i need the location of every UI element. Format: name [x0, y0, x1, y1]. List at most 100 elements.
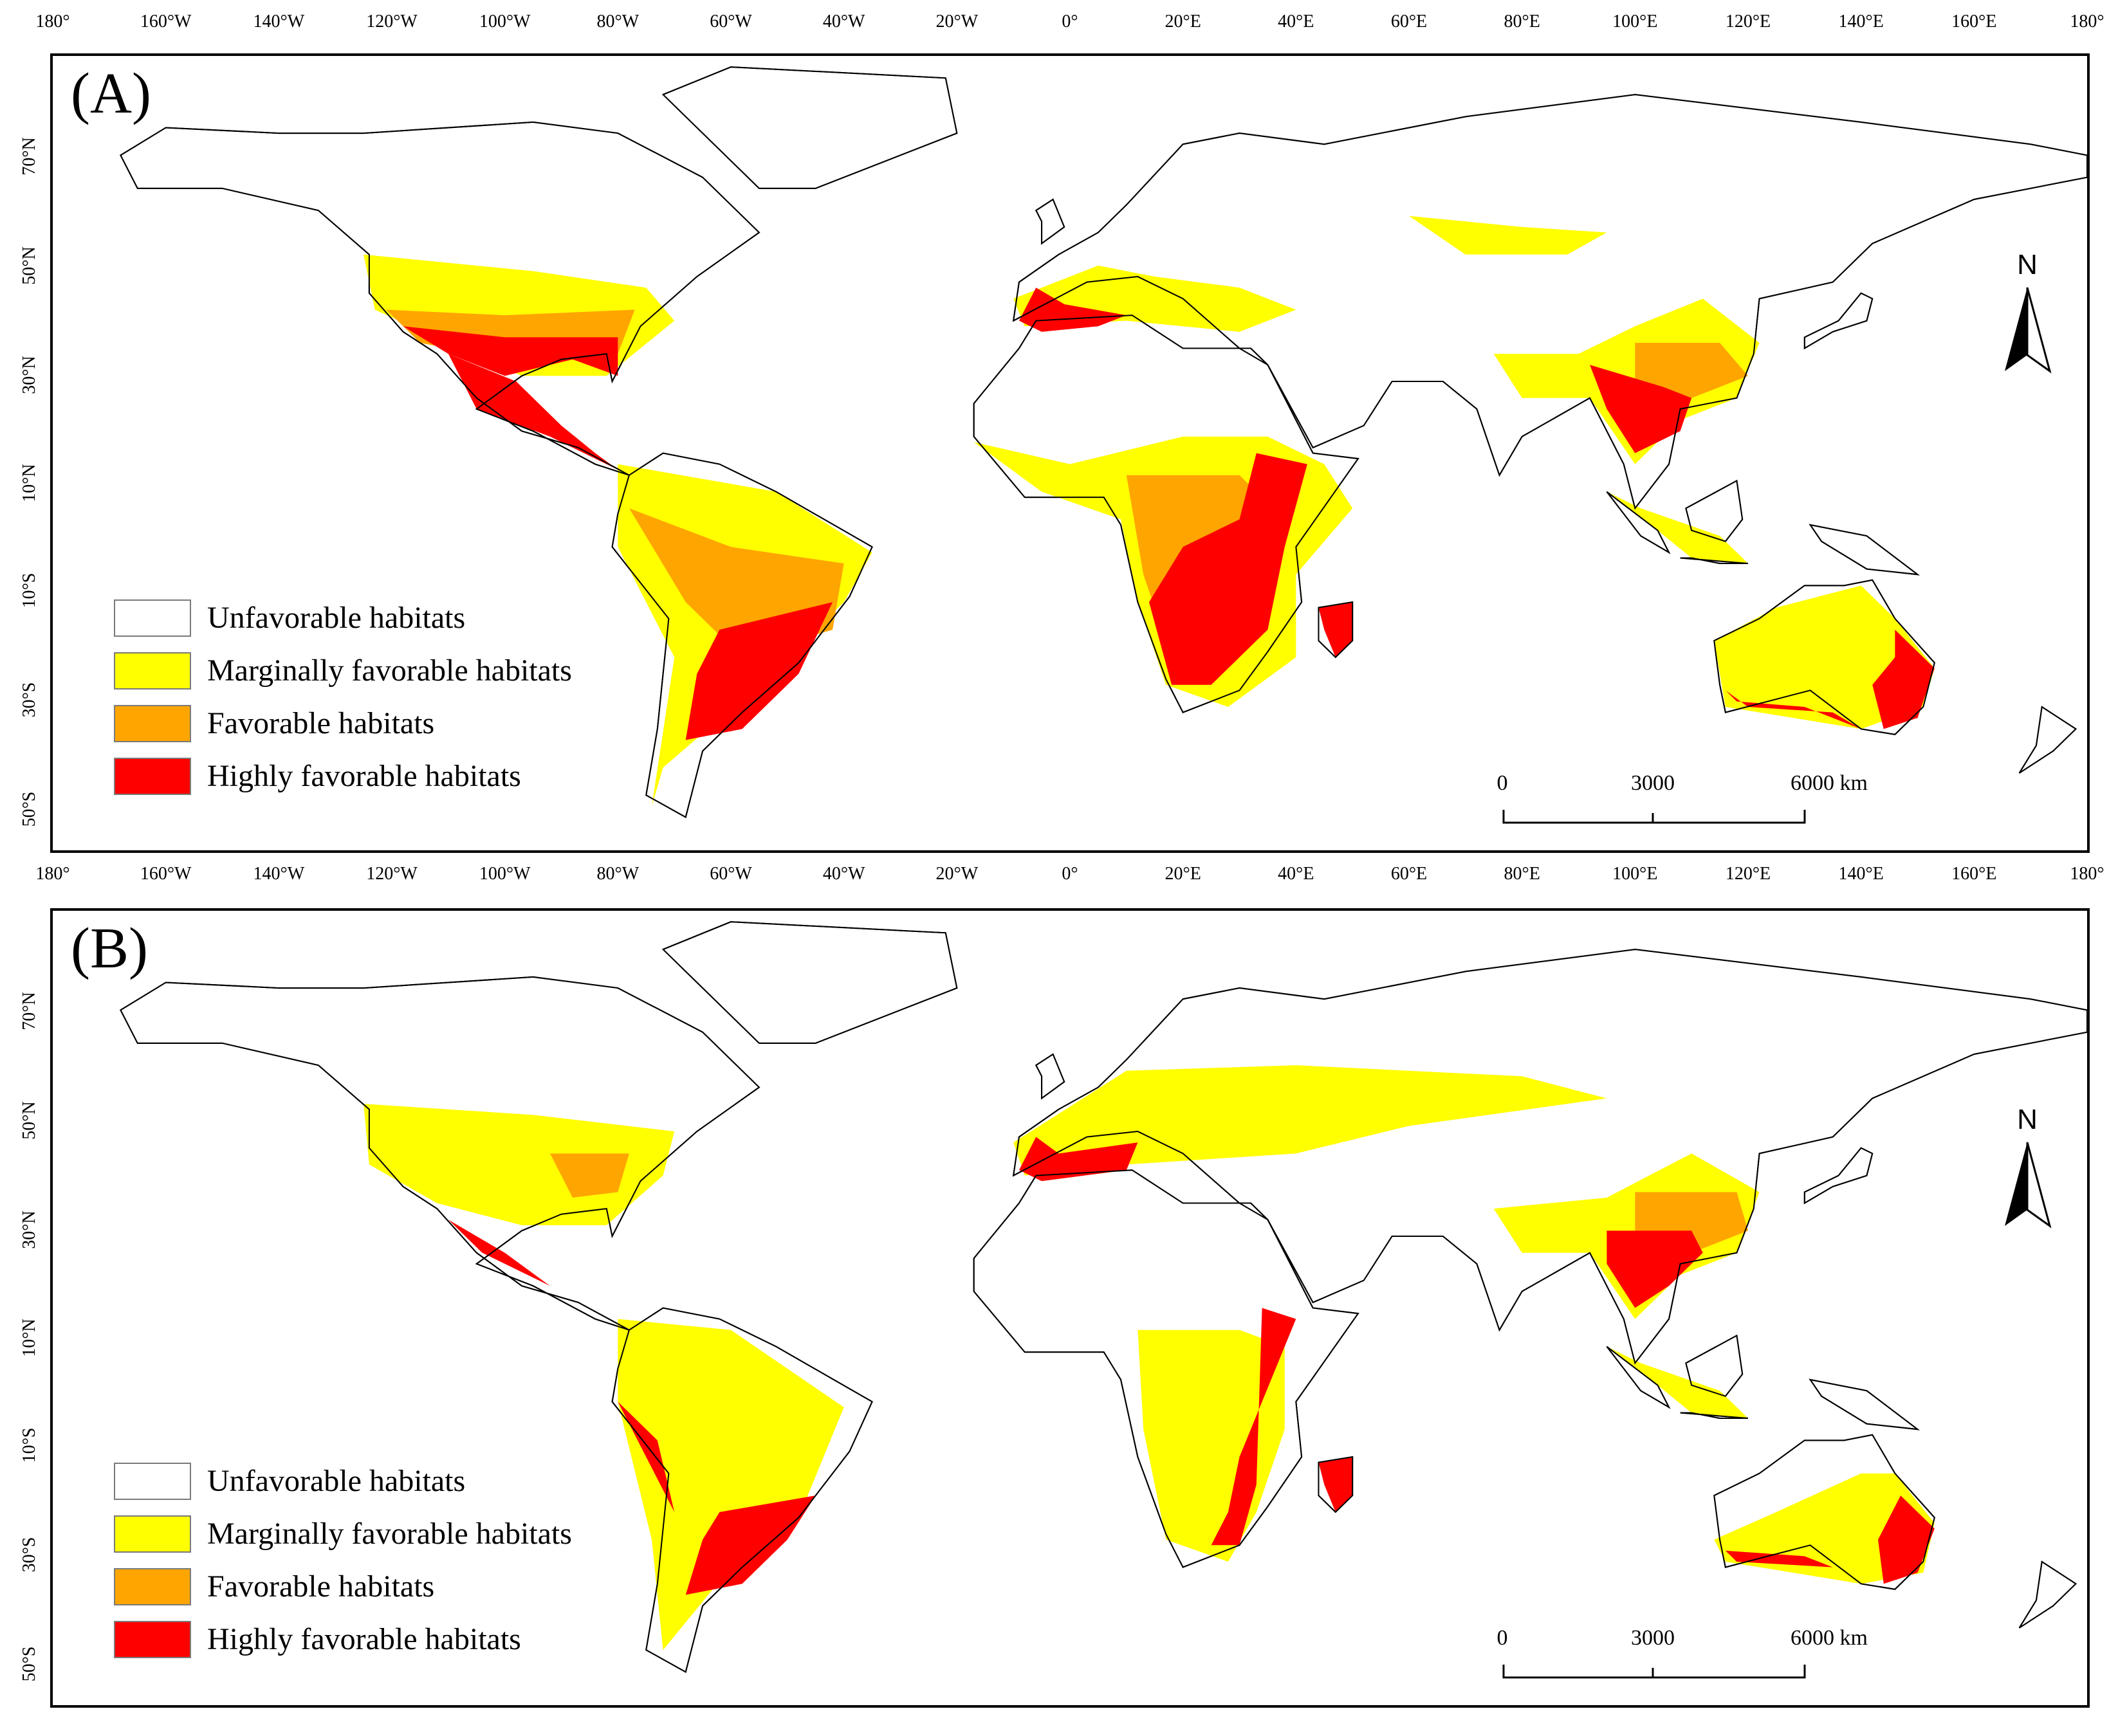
lat-tick-label: 70°N	[19, 992, 39, 1030]
habitat-high-area	[448, 354, 618, 470]
lat-tick-label: 10°N	[19, 464, 39, 502]
legend-label: Highly favorable habitats	[207, 1622, 521, 1656]
north-arrow-label: N	[2017, 249, 2038, 280]
lon-tick-label: 0°	[1062, 864, 1078, 884]
lon-tick-label: 160°E	[1951, 864, 1997, 884]
lon-tick-label: 20°E	[1165, 12, 1201, 32]
lon-tick-label: 80°E	[1504, 12, 1540, 32]
lon-tick-label: 80°W	[596, 864, 640, 884]
lon-tick-label: 120°E	[1725, 864, 1771, 884]
habitat-marginal-area	[1607, 491, 1748, 564]
legend-swatch-favorable	[114, 705, 191, 742]
lon-tick-label: 60°E	[1390, 12, 1428, 32]
lat-tick-label: 70°N	[19, 137, 39, 176]
lon-tick-label: 20°W	[935, 864, 979, 884]
coastline	[1318, 1456, 1354, 1513]
north-arrow-icon	[2005, 287, 2052, 374]
legend-label: Marginally favorable habitats	[207, 1517, 572, 1551]
legend-label: Unfavorable habitats	[207, 1464, 466, 1498]
north-arrow: N	[1998, 1104, 2056, 1232]
lon-tick-label: 40°E	[1278, 864, 1314, 884]
legend-swatch-marginal	[114, 1515, 191, 1553]
lon-tick-label: 180°	[2070, 12, 2104, 32]
habitat-marginal-area	[1013, 1065, 1607, 1176]
scale-label-3000: 3000	[1631, 771, 1675, 795]
coastline	[1606, 491, 1671, 554]
coastline	[973, 1169, 1359, 1568]
habitat-high-area	[1318, 1457, 1353, 1512]
legend-swatch-high	[114, 1621, 191, 1658]
lon-tick-label: 180°	[2070, 864, 2104, 884]
habitat-high-area	[403, 326, 618, 376]
lon-tick-label: 140°W	[253, 12, 305, 32]
map-panel-a: (A) Unfavorable habitats Marginally favo…	[50, 53, 2090, 853]
legend-swatch-unfavorable	[114, 1463, 191, 1500]
coastline	[1685, 479, 1744, 542]
panel-letter: (A)	[71, 62, 151, 125]
lat-tick-label: 50°S	[19, 1646, 39, 1682]
habitat-high-area	[685, 602, 833, 740]
scale-label-0: 0	[1496, 771, 1508, 795]
suitability-layer	[120, 921, 2087, 1674]
lat-tick-label: 10°S	[19, 572, 39, 608]
landmass	[661, 921, 958, 1044]
scale-bar-line	[1502, 1665, 1806, 1679]
lon-tick-label: 80°W	[596, 12, 640, 32]
north-arrow-label: N	[2017, 1104, 2038, 1135]
legend-swatch-marginal	[114, 652, 191, 690]
coastline	[1606, 1346, 1671, 1409]
habitat-high-area	[1148, 453, 1307, 685]
lon-tick-label: 180°	[35, 12, 70, 32]
lon-tick-label: 160°W	[140, 12, 192, 32]
lat-tick-label: 10°S	[19, 1427, 39, 1463]
coastline	[1012, 949, 2087, 1365]
suitability-layer	[120, 66, 2087, 819]
lon-tick-label: 160°E	[1951, 12, 1997, 32]
coastline	[1035, 198, 1065, 245]
legend-label: Unfavorable habitats	[207, 601, 466, 635]
lon-tick-label: 160°W	[140, 864, 192, 884]
lon-tick-label: 60°W	[710, 12, 752, 32]
coastline	[1803, 1147, 1874, 1205]
north-arrow-icon	[2005, 1142, 2052, 1229]
lon-tick-label: 120°E	[1725, 12, 1771, 32]
coastline	[611, 1307, 873, 1674]
coastline	[973, 315, 1359, 713]
coastline	[661, 921, 958, 1044]
landmass	[2018, 1560, 2077, 1629]
scale-label-6000: 6000 km	[1791, 1626, 1868, 1650]
lon-tick-label: 40°E	[1278, 12, 1314, 32]
legend-swatch-high	[114, 758, 191, 795]
habitat-high-area	[1878, 1495, 1935, 1584]
habitat-marginal-area	[1409, 215, 1607, 255]
scale-label-3000: 3000	[1631, 1626, 1675, 1650]
lon-tick-label: 180°	[35, 864, 70, 884]
coastline	[1803, 292, 1874, 350]
habitat-marginal-area	[618, 1319, 844, 1650]
coastline	[1685, 1334, 1744, 1397]
scale-bar-line	[1502, 810, 1806, 824]
habitat-high-area	[448, 1220, 550, 1286]
coastline	[120, 121, 760, 476]
lon-tick-label: 140°W	[253, 864, 305, 884]
coastline	[1809, 524, 1920, 576]
habitat-high-area	[685, 1495, 816, 1595]
lat-tick-label: 50°S	[19, 791, 39, 827]
coastline	[120, 976, 760, 1331]
lat-tick-label: 30°S	[19, 1537, 39, 1573]
habitat-high-area	[1607, 1230, 1703, 1308]
lon-tick-label: 60°W	[710, 864, 752, 884]
legend-label: Favorable habitats	[207, 706, 435, 740]
lon-tick-label: 100°E	[1612, 864, 1658, 884]
lon-tick-label: 20°E	[1165, 864, 1201, 884]
north-arrow: N	[1998, 249, 2056, 378]
lon-tick-label: 140°E	[1838, 12, 1884, 32]
lat-tick-label: 10°N	[19, 1319, 39, 1357]
scale-label-6000: 6000 km	[1791, 771, 1868, 795]
habitat-high-area	[1018, 1137, 1138, 1182]
legend-label: Highly favorable habitats	[207, 759, 521, 793]
lon-tick-label: 60°E	[1390, 864, 1428, 884]
legend-label: Marginally favorable habitats	[207, 653, 572, 688]
scale-label-0: 0	[1496, 1626, 1508, 1650]
lon-tick-label: 20°W	[935, 12, 979, 32]
